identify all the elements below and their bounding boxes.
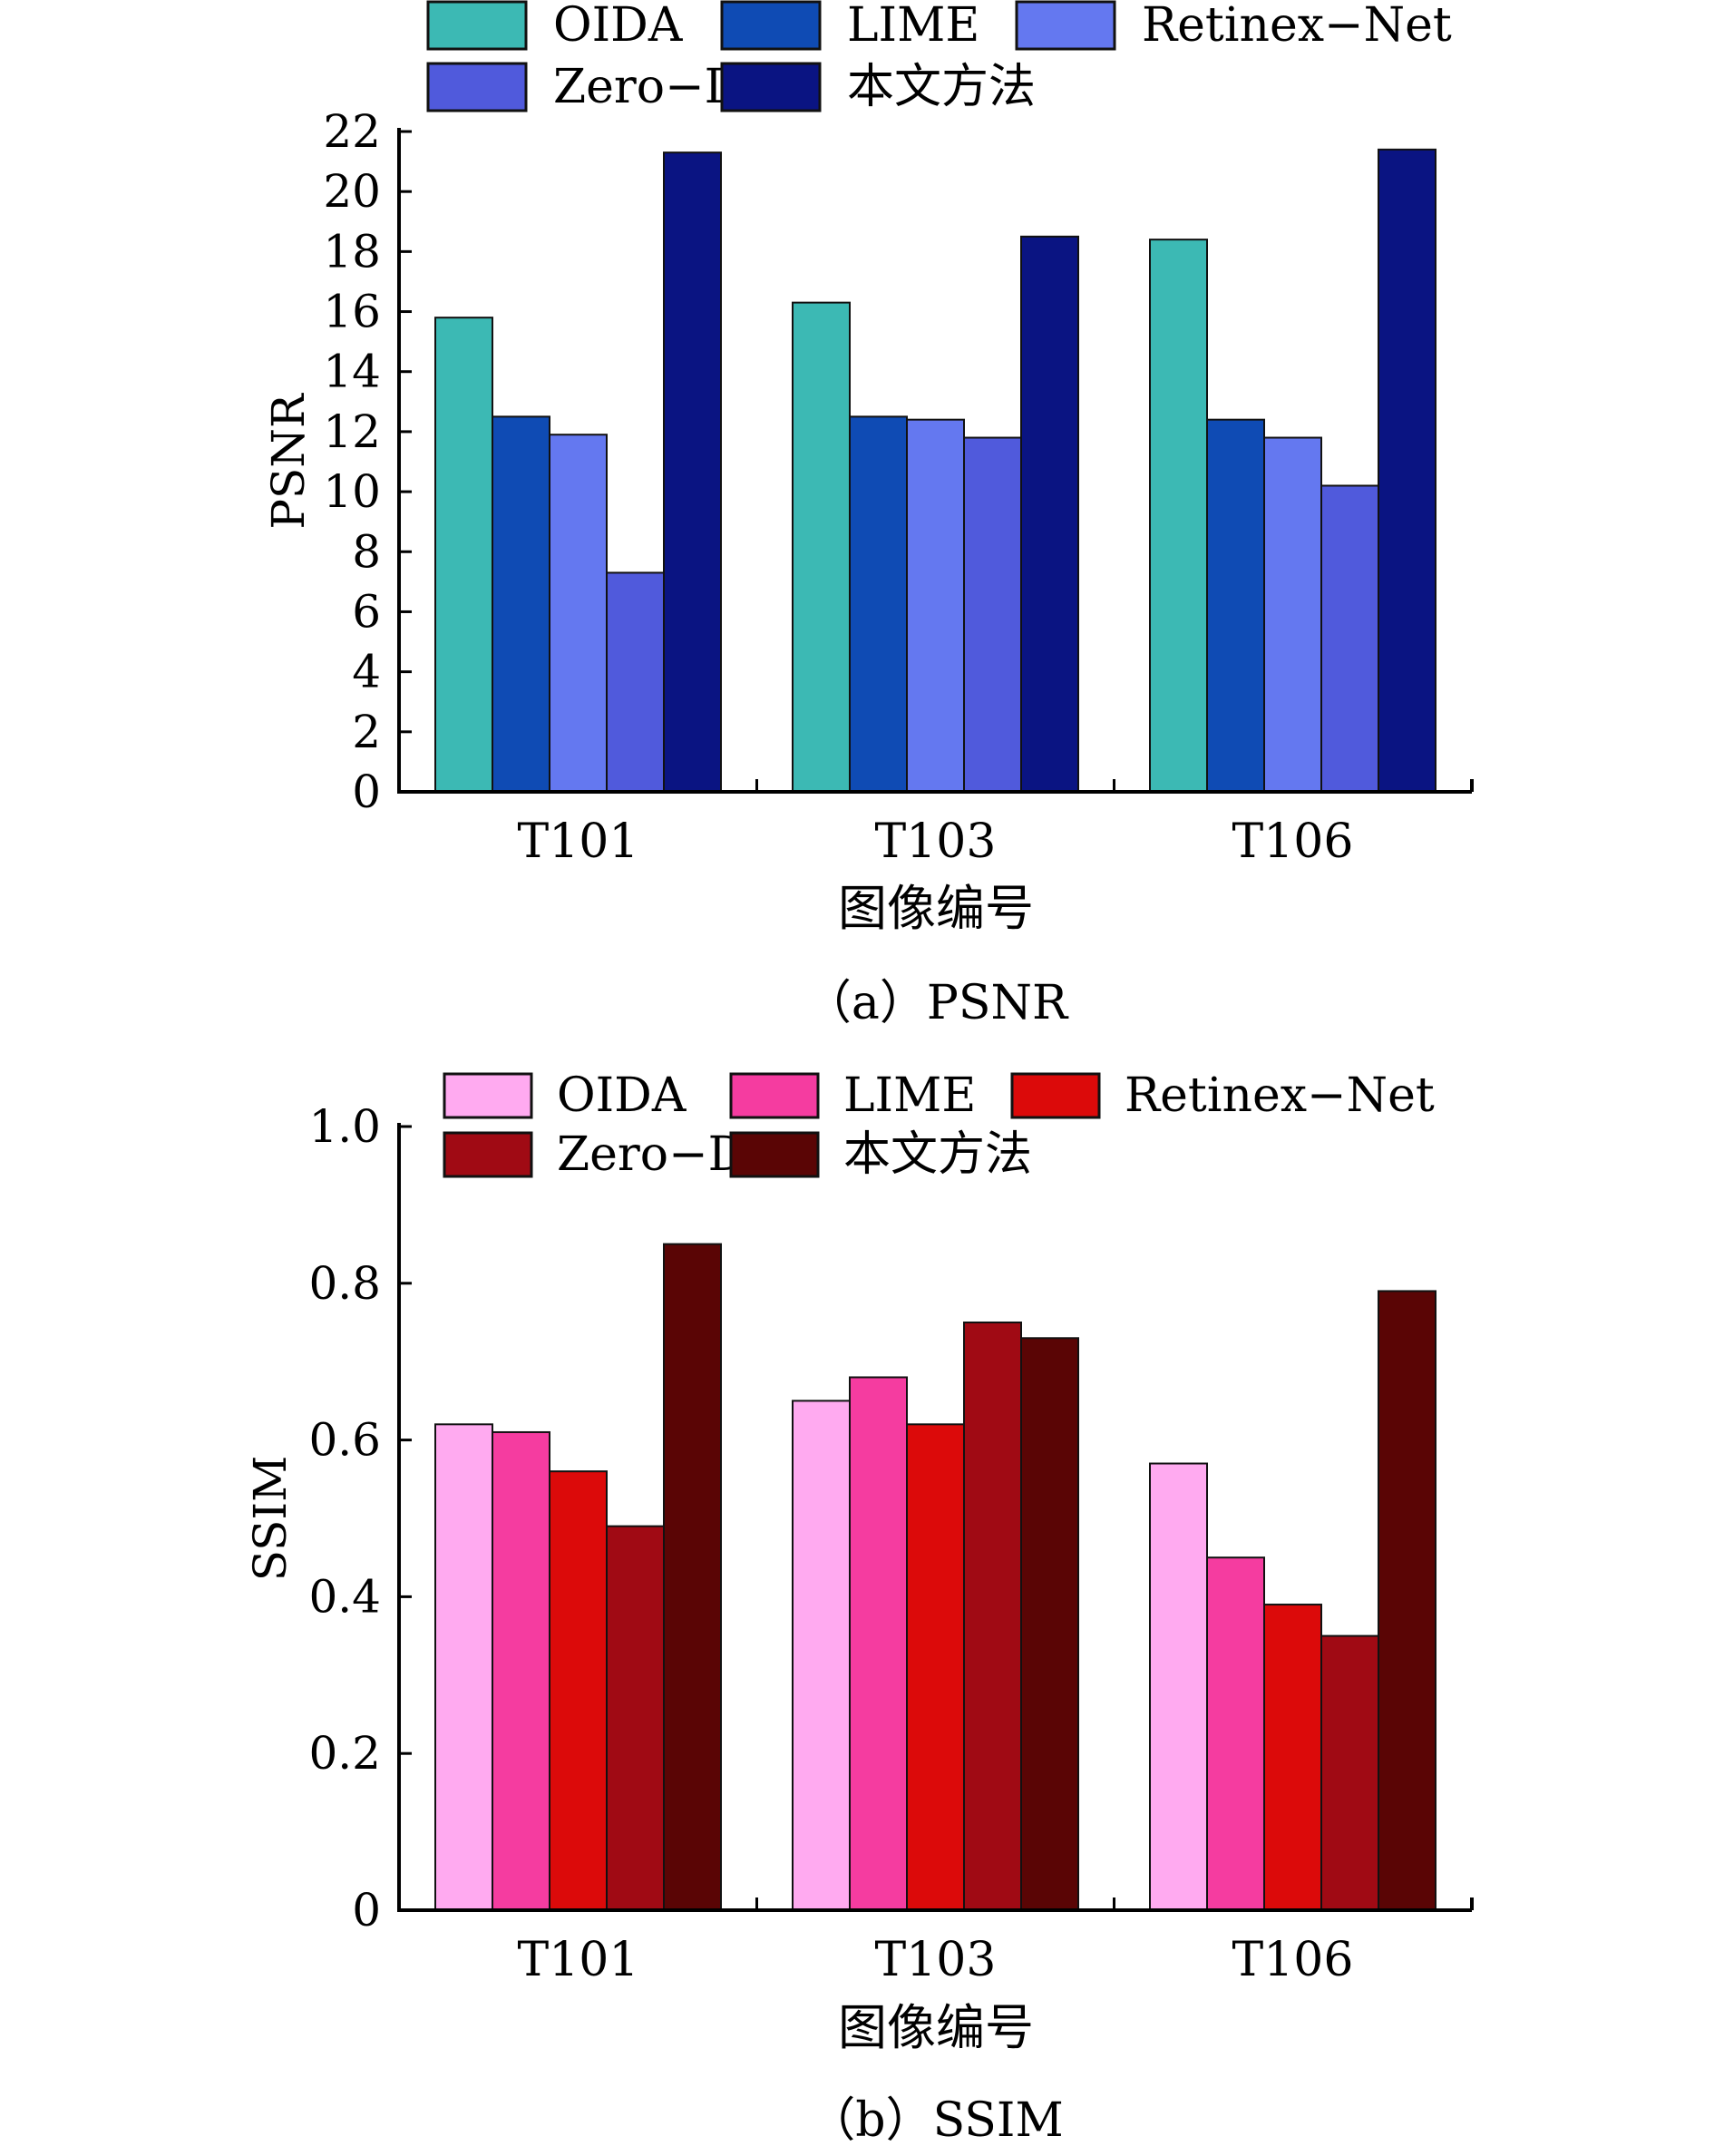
psnr-chart: 0 2 4 6 8 10 12 14 16 18 20 22 T101 T103 T106 图像编号 PSNR （… bbox=[262, 0, 1474, 1030]
legend-swatch-s4 bbox=[720, 62, 822, 112]
x-tick-label-t103: T103 bbox=[875, 1933, 997, 1987]
y-tick-label: 2 bbox=[352, 706, 381, 758]
y-tick-label: 18 bbox=[323, 225, 381, 278]
y-tick-label: 0 bbox=[352, 766, 381, 818]
bar-t106-s0 bbox=[1149, 1462, 1208, 1912]
bar-t106-s3 bbox=[1320, 1634, 1379, 1911]
bar-t106-s0 bbox=[1149, 239, 1208, 793]
bar-t103-s1 bbox=[849, 1376, 908, 1911]
y-tick-label: 0.6 bbox=[308, 1414, 381, 1467]
y-tick-label: 0.2 bbox=[308, 1727, 381, 1780]
bar-t101-s2 bbox=[549, 434, 608, 793]
bar-t106-s4 bbox=[1378, 148, 1436, 793]
bar-t106-s4 bbox=[1378, 1290, 1436, 1911]
bar-t103-s0 bbox=[792, 301, 851, 794]
y-tick-label: 8 bbox=[352, 525, 381, 578]
x-tick-label-t101: T101 bbox=[518, 1933, 639, 1987]
legend-swatch-s1 bbox=[720, 0, 822, 51]
bar-t103-s4 bbox=[1020, 235, 1079, 793]
bar-t101-s3 bbox=[606, 1525, 665, 1911]
bar-t101-s3 bbox=[606, 571, 665, 793]
legend-swatch-s2 bbox=[1010, 1072, 1101, 1119]
legend-swatch-s3 bbox=[426, 62, 528, 112]
legend-swatch-s0 bbox=[443, 1072, 533, 1119]
bar-t101-s0 bbox=[434, 1423, 493, 1911]
bar-t101-s0 bbox=[434, 317, 493, 793]
bar-t103-s2 bbox=[906, 1423, 965, 1911]
y-axis-label: SSIM bbox=[244, 1456, 297, 1582]
legend-swatch-s3 bbox=[443, 1131, 533, 1178]
y-tick-label: 4 bbox=[352, 646, 381, 698]
bar-t106-s2 bbox=[1263, 436, 1322, 793]
legend-label-s0: OIDA bbox=[553, 0, 684, 53]
bar-t103-s0 bbox=[792, 1400, 851, 1911]
legend-swatch-s2 bbox=[1015, 0, 1116, 51]
legend-label-s1: LIME bbox=[843, 1068, 976, 1123]
y-tick-label: 6 bbox=[352, 585, 381, 638]
x-tick-label-t103: T103 bbox=[875, 815, 997, 869]
y-tick-label: 14 bbox=[323, 346, 381, 398]
bar-t103-s4 bbox=[1020, 1337, 1079, 1911]
bar-t103-s3 bbox=[963, 436, 1022, 793]
legend-label-s4: 本文方法 bbox=[843, 1127, 1032, 1182]
y-tick-label: 20 bbox=[323, 165, 381, 218]
x-axis-label: 图像编号 bbox=[838, 1999, 1034, 2056]
y-tick-label: 12 bbox=[323, 405, 381, 458]
bar-t103-s2 bbox=[906, 418, 965, 793]
x-tick-label-t106: T106 bbox=[1232, 1933, 1354, 1987]
x-tick-label-t101: T101 bbox=[518, 815, 639, 869]
x-tick-label-t106: T106 bbox=[1232, 815, 1354, 869]
y-tick-label: 16 bbox=[323, 286, 381, 338]
bar-t103-s3 bbox=[963, 1322, 1022, 1911]
figure-caption: （a）PSNR bbox=[804, 976, 1069, 1030]
legend-swatch-s1 bbox=[729, 1072, 820, 1119]
y-tick-label: 1.0 bbox=[308, 1100, 381, 1153]
legend-label-s1: LIME bbox=[847, 0, 979, 53]
y-tick-label: 0 bbox=[352, 1884, 381, 1936]
y-tick-label: 0.8 bbox=[308, 1257, 381, 1310]
bar-t106-s1 bbox=[1206, 1556, 1265, 1911]
figure-caption: （b）SSIM bbox=[808, 2093, 1063, 2148]
y-tick-label: 22 bbox=[323, 105, 381, 158]
legend-label-s0: OIDA bbox=[557, 1068, 687, 1123]
legend-swatch-s4 bbox=[729, 1131, 820, 1178]
legend-label-s2: Retinex−Net bbox=[1125, 1068, 1435, 1123]
legend-label-s2: Retinex−Net bbox=[1142, 0, 1452, 53]
bar-t101-s1 bbox=[492, 1430, 550, 1911]
bar-t106-s3 bbox=[1320, 484, 1379, 793]
bar-t101-s2 bbox=[549, 1470, 608, 1912]
y-axis-label: PSNR bbox=[262, 393, 315, 530]
bar-t101-s1 bbox=[492, 415, 550, 793]
bar-t101-s4 bbox=[663, 1243, 722, 1911]
x-axis-label: 图像编号 bbox=[838, 880, 1034, 937]
bar-t103-s1 bbox=[849, 415, 908, 793]
legend-label-s4: 本文方法 bbox=[847, 60, 1036, 114]
bar-t101-s4 bbox=[663, 151, 722, 793]
ssim-chart: 0 0.2 0.4 0.6 0.8 1.0 T101 T103 T106 图像编号 SSIM （b）S… bbox=[244, 1068, 1474, 2148]
y-tick-label: 0.4 bbox=[308, 1570, 381, 1623]
legend-swatch-s0 bbox=[426, 0, 528, 51]
y-tick-label: 10 bbox=[323, 465, 381, 518]
bar-t106-s1 bbox=[1206, 418, 1265, 793]
bar-t106-s2 bbox=[1263, 1604, 1322, 1912]
